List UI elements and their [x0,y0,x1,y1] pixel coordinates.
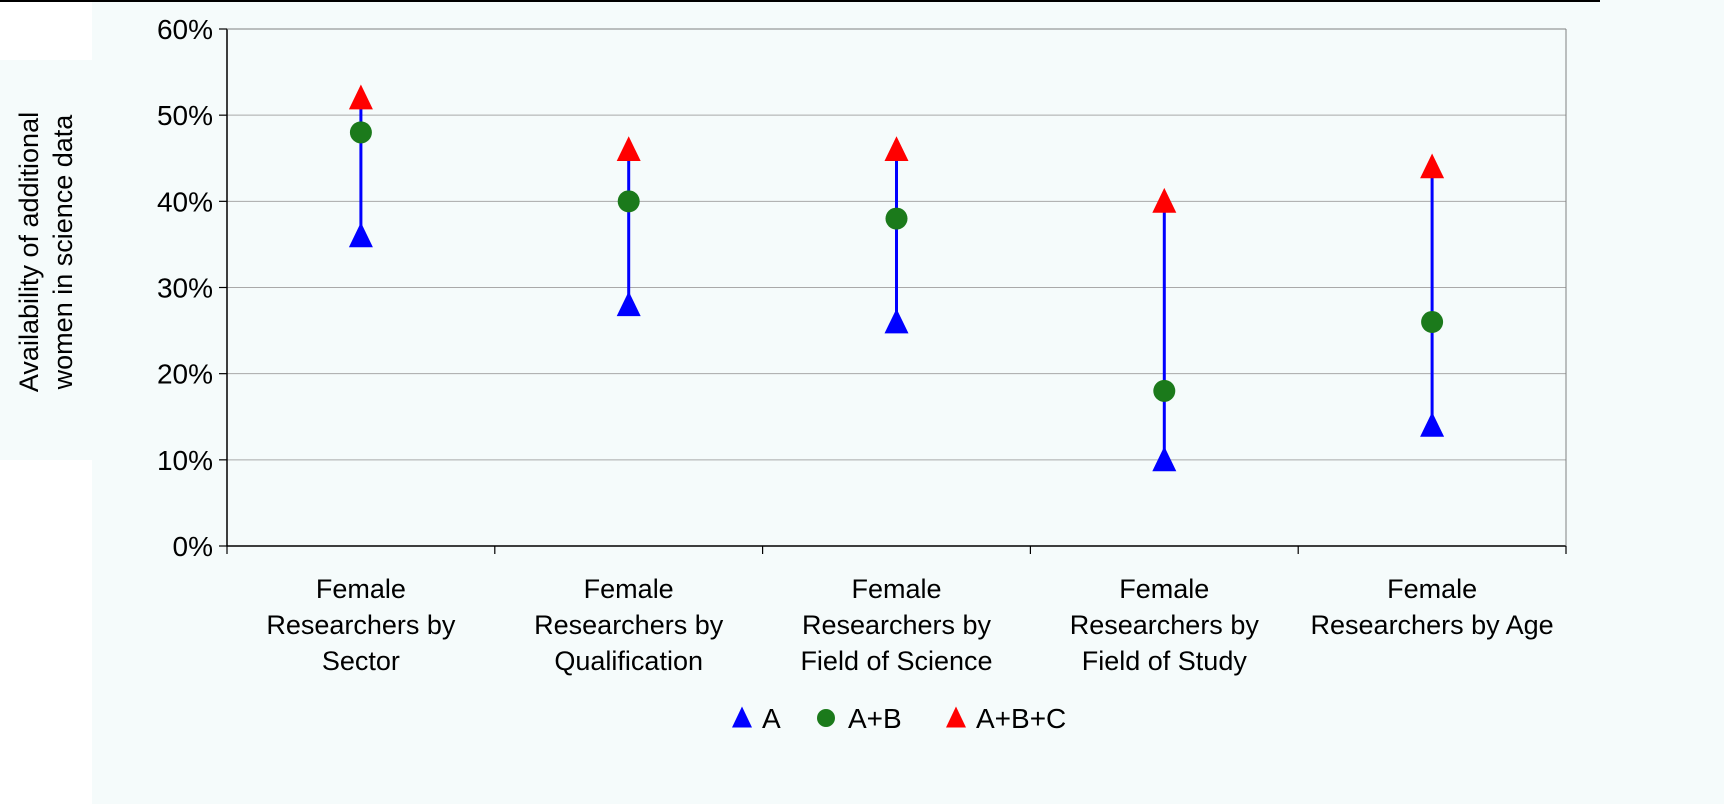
marker-a-plus-b-plus-c [884,136,909,162]
x-tick-label-line: Researchers by Age [1311,610,1554,640]
legend-label: A [762,703,781,734]
data-markers [348,84,1445,472]
y-tick-label: 0% [173,531,213,562]
marker-a [884,308,909,334]
chart-area-panel [92,0,1724,804]
marker-a-plus-b-plus-c [616,136,641,162]
marker-a-plus-b [885,207,908,230]
y-tick-label: 30% [157,273,213,304]
y-axis-label-line: women in science data [48,114,78,391]
x-axis: Female Researchers by Sector Female Research… [226,546,1567,676]
marker-a-plus-b [349,121,372,144]
gridlines [227,114,1566,461]
marker-a-plus-b-plus-c [1420,153,1445,179]
y-tick-label: 20% [157,359,213,390]
y-tick-label: 60% [157,14,213,45]
y-axis-label: Availability of additional women in scien… [14,112,78,392]
legend-marker-a-plus-b [817,709,835,727]
legend-label: A+B+C [976,703,1066,734]
legend-marker-a [732,706,752,728]
x-tick-label-line: Field of Science [800,646,992,676]
marker-a [1420,411,1445,437]
marker-a-plus-b [617,190,640,213]
y-axis: 0% 10% 20% 30% 40% 50% 60% [157,14,227,562]
marker-a-plus-b [1153,379,1176,402]
x-tick-label-line: Female [851,574,941,604]
ylabel-panel [0,60,92,460]
marker-a [348,222,373,248]
legend-label: A+B [848,703,902,734]
x-tick-label: Female Researchers by Field of Science [800,574,992,676]
x-tick-label-line: Sector [322,646,400,676]
x-tick-label-line: Female [316,574,406,604]
x-tick-label-line: Qualification [554,646,703,676]
y-axis-label-line: Availability of additional [14,112,44,392]
marker-a [1152,446,1177,472]
x-tick-label-line: Female [1119,574,1209,604]
x-tick-label: Female Researchers by Field of Study [1070,574,1260,676]
x-tick-label: Female Researchers by Qualification [534,574,724,676]
x-tick-label: Female Researchers by Age [1311,574,1554,640]
x-tick-label-line: Female [584,574,674,604]
x-tick-label-line: Researchers by [266,610,456,640]
x-tick-label-line: Female [1387,574,1477,604]
marker-a-plus-b-plus-c [348,84,373,110]
x-tick-label-line: Researchers by [1070,610,1260,640]
x-tick-label: Female Researchers by Sector [266,574,456,676]
marker-a [616,291,641,317]
y-tick-label: 40% [157,186,213,217]
marker-a-plus-b-plus-c [1152,187,1177,213]
range-lines [359,97,1434,460]
legend: A A+B A+B+C [732,703,1066,734]
x-tick-label-line: Researchers by [802,610,992,640]
x-tick-label-line: Field of Study [1082,646,1248,676]
y-tick-label: 10% [157,445,213,476]
legend-marker-a-plus-b-plus-c [946,706,966,728]
marker-a-plus-b [1421,310,1444,333]
x-tick-label-line: Researchers by [534,610,724,640]
y-tick-label: 50% [157,100,213,131]
